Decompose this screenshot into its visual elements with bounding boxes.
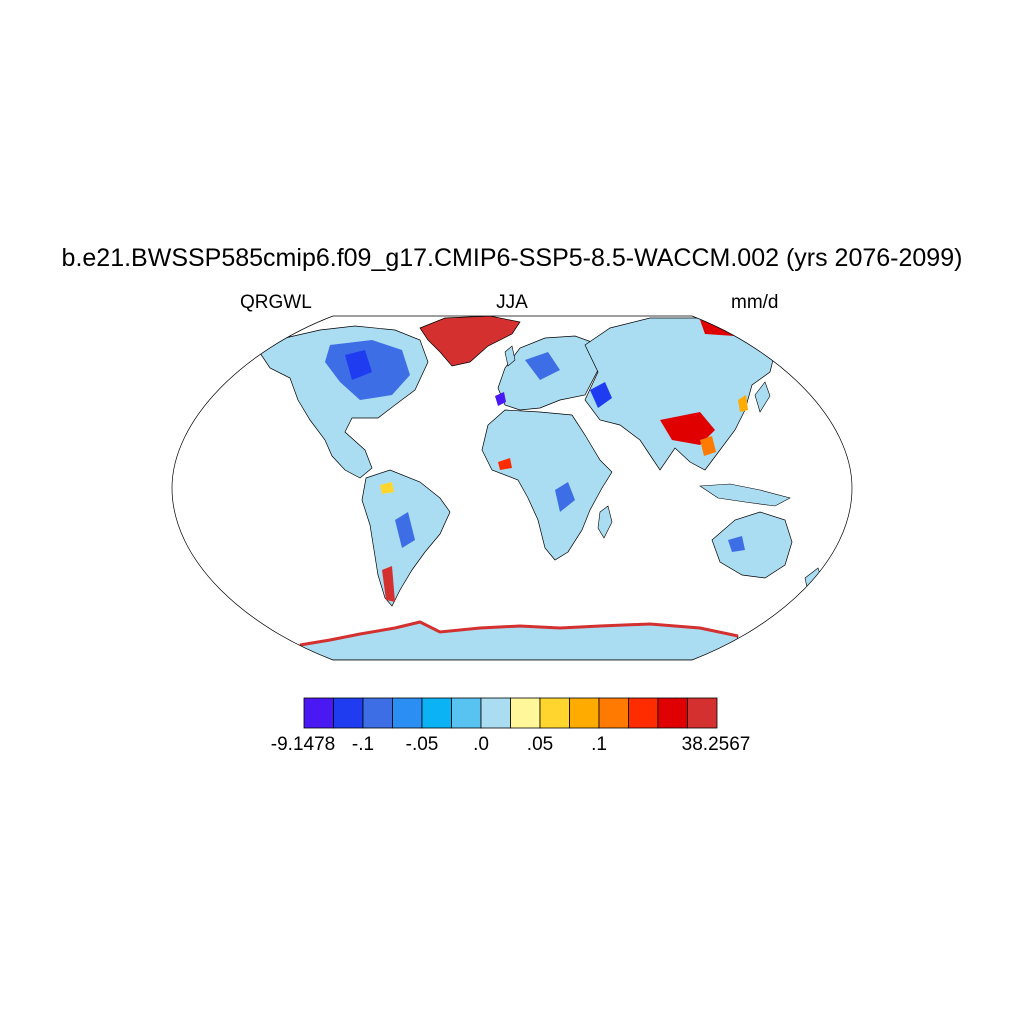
antarctica-coast xyxy=(299,620,739,647)
indonesia xyxy=(699,483,791,507)
season-label: JJA xyxy=(496,292,528,313)
colorbar xyxy=(303,697,718,729)
colorbar-tick-label: -9.1478 xyxy=(270,734,336,755)
map-outline xyxy=(171,315,853,661)
units-label: mm/d xyxy=(731,292,779,313)
colorbar-swatch xyxy=(657,697,688,729)
africa xyxy=(481,409,613,561)
plot-title: b.e21.BWSSP585cmip6.f09_g17.CMIP6-SSP5-8… xyxy=(61,244,963,272)
colorbar-swatch xyxy=(451,697,482,729)
japan xyxy=(754,381,771,413)
colorbar-swatch xyxy=(333,697,364,729)
greenland xyxy=(419,316,521,367)
colorbar-swatch xyxy=(569,697,600,729)
colorbar-swatch xyxy=(687,697,718,729)
colorbar-tick-label: .0 xyxy=(473,734,489,755)
colorbar-tick-label: 38.2567 xyxy=(681,734,751,755)
australia xyxy=(711,511,793,579)
colorbar-swatch xyxy=(392,697,423,729)
colorbar-tick-label: -.1 xyxy=(351,734,375,755)
asia xyxy=(584,317,776,471)
colorbar-tick-label: .1 xyxy=(591,734,607,755)
colorbar-tick-label: -.05 xyxy=(405,734,439,755)
land-field xyxy=(257,316,823,660)
positive-anomaly-patches xyxy=(380,320,748,602)
colorbar-swatch xyxy=(421,697,452,729)
colorbar-swatch xyxy=(303,697,334,729)
colorbar-swatch xyxy=(510,697,541,729)
colorbar-swatch xyxy=(362,697,393,729)
colorbar-swatch xyxy=(480,697,511,729)
variable-label: QRGWL xyxy=(240,292,312,313)
uk xyxy=(504,345,516,367)
colorbar-swatch xyxy=(628,697,659,729)
colorbar-swatch xyxy=(598,697,629,729)
madagascar xyxy=(597,505,613,539)
negative-anomaly-patches xyxy=(325,340,745,552)
colorbar-swatch xyxy=(539,697,570,729)
colorbar-tick-label: .05 xyxy=(526,734,554,755)
